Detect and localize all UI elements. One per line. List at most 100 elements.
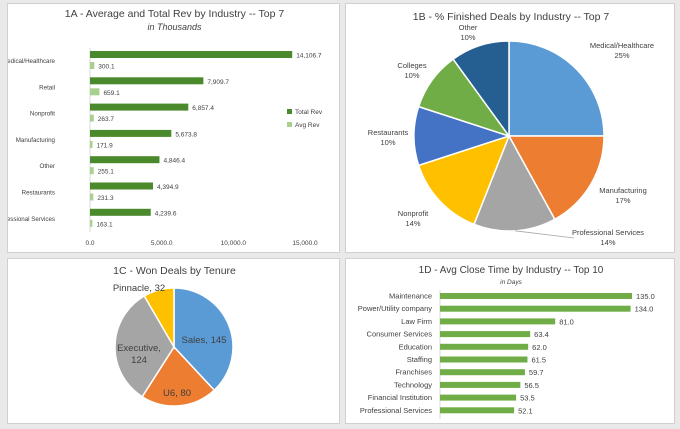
bar-avg-rev — [90, 88, 100, 96]
data-label-avg-rev: 255.1 — [98, 169, 115, 176]
bar — [440, 356, 528, 363]
data-label: 134.0 — [635, 305, 654, 314]
bar-avg-rev — [90, 140, 93, 148]
bar-total-rev — [90, 208, 151, 216]
category-label: Education — [399, 342, 432, 351]
category-label: Maintenance — [389, 292, 432, 301]
pie-slice — [452, 40, 510, 139]
bar-avg-rev — [90, 167, 94, 175]
data-label: 53.5 — [520, 394, 535, 403]
slice-label: U6, 80 — [163, 388, 191, 399]
chart-1b-svg: 1B - % Finished Deals by Industry -- Top… — [368, 11, 654, 247]
data-label-total-rev: 14,106.7 — [296, 53, 322, 60]
bar-total-rev — [90, 51, 293, 58]
data-label-avg-rev: 659.1 — [103, 90, 120, 97]
data-label: 59.7 — [529, 368, 544, 377]
bar-total-rev — [90, 77, 204, 85]
data-label-avg-rev: 231.3 — [97, 195, 114, 202]
slice-category-label: Other — [459, 23, 478, 32]
slice-percent-label: 10% — [380, 138, 395, 147]
chart-1c-svg: 1C - Won Deals by Tenure Sales, 145 U6, 80… — [113, 265, 236, 407]
bar-total-rev — [90, 129, 172, 137]
category-label: Other — [40, 163, 55, 170]
category-label: Professional Services — [8, 216, 55, 223]
data-label: 61.5 — [531, 356, 546, 365]
data-label: 63.4 — [534, 330, 549, 339]
data-label: 56.5 — [524, 381, 539, 390]
category-label: Power/Utility company — [358, 304, 432, 313]
pie-slice — [114, 295, 175, 398]
legend-label: Avg Rev — [295, 122, 320, 129]
slice-percent-label: 17% — [615, 196, 630, 205]
bar-avg-rev — [90, 193, 94, 201]
chart-title: 1D - Avg Close Time by Industry -- Top 1… — [419, 265, 604, 276]
data-label-avg-rev: 300.1 — [98, 64, 115, 71]
chart-subtitle: in Thousands — [147, 22, 202, 32]
category-label: Financial Institution — [368, 393, 432, 402]
category-label: Retail — [39, 84, 55, 91]
leader-line — [514, 230, 575, 239]
data-label-avg-rev: 171.9 — [96, 142, 113, 149]
data-label: 62.0 — [532, 343, 547, 352]
pie-slice — [473, 134, 556, 232]
bar — [440, 394, 517, 401]
bar — [440, 381, 521, 388]
panel-1a: 1A - Average and Total Rev by Industry -… — [7, 3, 340, 253]
panel-1c: 1C - Won Deals by Tenure Sales, 145 U6, 80… — [7, 258, 340, 424]
pie-slice — [508, 40, 605, 137]
bar — [440, 331, 531, 338]
category-label: Technology — [394, 380, 432, 389]
slice-percent-label: 25% — [614, 51, 629, 60]
slice-percent-label: 10% — [404, 71, 419, 80]
data-label-total-rev: 4,239.6 — [155, 210, 177, 217]
bar — [440, 293, 632, 299]
category-label: Consumer Services — [367, 330, 433, 339]
legend-label: Total Rev — [295, 109, 323, 116]
bar-total-rev — [90, 103, 189, 111]
bar-total-rev — [90, 156, 160, 164]
slice-label: Sales, 145 — [182, 335, 227, 346]
category-label: Nonprofit — [30, 111, 55, 118]
category-label: Law Firm — [401, 317, 432, 326]
data-label-avg-rev: 163.1 — [96, 221, 113, 228]
data-label-total-rev: 6,857.4 — [192, 105, 214, 112]
slice-percent-label: 14% — [405, 219, 420, 228]
x-tick-label: 10,000.0 — [221, 240, 247, 247]
category-label: Medical/Healthcare — [8, 58, 56, 65]
bar — [440, 407, 515, 414]
chart-1d-svg: 1D - Avg Close Time by Industry -- Top 1… — [358, 265, 655, 419]
x-tick-label: 5,000.0 — [151, 240, 173, 247]
bar-total-rev — [90, 182, 153, 190]
slice-percent-label: 14% — [600, 238, 615, 247]
slice-category-label: Nonprofit — [398, 209, 429, 218]
slice-category-label: Professional Services — [572, 228, 644, 237]
data-label: 52.1 — [518, 406, 533, 415]
category-label: Staffing — [407, 355, 432, 364]
bar-avg-rev — [90, 219, 93, 227]
chart-title: 1A - Average and Total Rev by Industry -… — [65, 8, 285, 20]
data-label-total-rev: 7,909.7 — [207, 79, 229, 86]
pie-slice — [143, 287, 175, 350]
slice-label: Executive, — [117, 343, 161, 354]
slice-category-label: Restaurants — [368, 128, 409, 137]
x-tick-label: 15,000.0 — [292, 240, 318, 247]
bar — [440, 369, 525, 376]
slice-category-label: Colleges — [397, 61, 426, 70]
chart-subtitle: in Days — [500, 279, 522, 286]
pie-slice — [507, 135, 605, 221]
slice-category-label: Manufacturing — [599, 186, 647, 195]
data-label-total-rev: 5,673.8 — [175, 131, 197, 138]
pie-slice — [173, 287, 234, 392]
pie-slice — [141, 345, 216, 407]
x-tick-label: 0.0 — [85, 240, 94, 247]
bar — [440, 318, 556, 325]
chart-title: 1C - Won Deals by Tenure — [113, 265, 236, 277]
data-label: 81.0 — [559, 317, 574, 326]
category-label: Manufacturing — [16, 137, 56, 144]
slice-label: Pinnacle, 32 — [113, 283, 165, 294]
data-label-avg-rev: 263.7 — [98, 116, 115, 123]
chart-1a-svg: 1A - Average and Total Rev by Industry -… — [8, 8, 323, 247]
slice-category-label: Medical/Healthcare — [590, 41, 654, 50]
data-label: 135.0 — [636, 292, 655, 301]
bar — [440, 305, 631, 312]
